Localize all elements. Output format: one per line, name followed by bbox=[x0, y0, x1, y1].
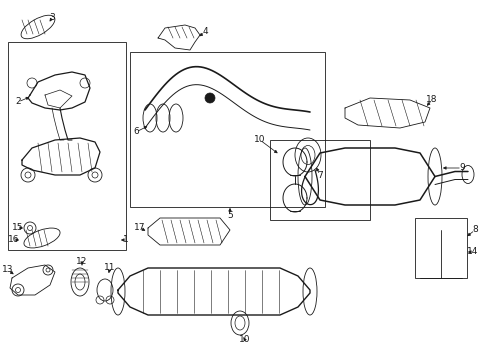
Text: 17: 17 bbox=[134, 224, 146, 233]
Text: 8: 8 bbox=[472, 225, 478, 234]
Text: 10: 10 bbox=[239, 336, 251, 345]
Text: 9: 9 bbox=[459, 163, 465, 172]
Text: 16: 16 bbox=[8, 235, 20, 244]
Text: 4: 4 bbox=[202, 27, 208, 36]
Text: 5: 5 bbox=[227, 211, 233, 220]
Bar bbox=[130, 52, 325, 207]
Text: 3: 3 bbox=[49, 13, 55, 22]
Text: 6: 6 bbox=[133, 127, 139, 136]
Bar bbox=[270, 140, 370, 220]
Bar bbox=[415, 218, 467, 278]
Text: 2: 2 bbox=[15, 98, 21, 107]
Text: 14: 14 bbox=[467, 248, 479, 256]
Text: 11: 11 bbox=[104, 264, 116, 273]
Text: 10: 10 bbox=[254, 135, 266, 144]
Text: 1: 1 bbox=[123, 235, 129, 244]
Text: 13: 13 bbox=[2, 266, 14, 274]
Circle shape bbox=[205, 93, 215, 103]
Text: 7: 7 bbox=[317, 171, 323, 180]
Text: 15: 15 bbox=[12, 224, 24, 233]
Bar bbox=[8, 42, 126, 250]
Text: 12: 12 bbox=[76, 257, 88, 266]
Text: 18: 18 bbox=[426, 95, 438, 104]
